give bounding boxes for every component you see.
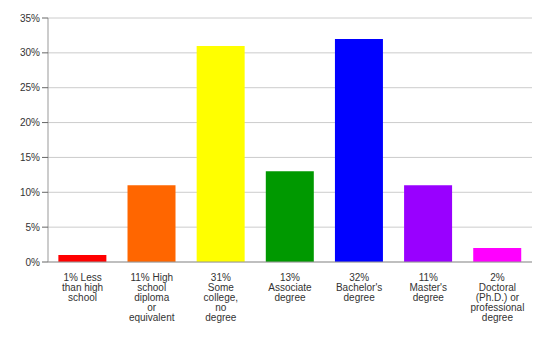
svg-text:5%: 5% xyxy=(26,222,41,233)
svg-text:13%Associatedegree: 13%Associatedegree xyxy=(268,272,312,303)
svg-text:0%: 0% xyxy=(26,257,41,268)
svg-text:35%: 35% xyxy=(20,13,40,24)
svg-text:2%Doctoral(Ph.D.) orprofession: 2%Doctoral(Ph.D.) orprofessionaldegree xyxy=(470,272,524,323)
svg-text:11%Master'sdegree: 11%Master'sdegree xyxy=(410,272,447,303)
svg-text:11% Highschooldiplomaorequival: 11% Highschooldiplomaorequivalent xyxy=(129,272,175,323)
svg-text:15%: 15% xyxy=(20,152,40,163)
svg-text:25%: 25% xyxy=(20,82,40,93)
svg-text:30%: 30% xyxy=(20,47,40,58)
svg-text:1% Lessthan highschool: 1% Lessthan highschool xyxy=(62,272,103,303)
svg-text:10%: 10% xyxy=(20,187,40,198)
svg-text:20%: 20% xyxy=(20,117,40,128)
svg-text:32%Bachelor'sdegree: 32%Bachelor'sdegree xyxy=(336,272,382,303)
svg-text:31%Somecollege,nodegree: 31%Somecollege,nodegree xyxy=(204,272,238,323)
